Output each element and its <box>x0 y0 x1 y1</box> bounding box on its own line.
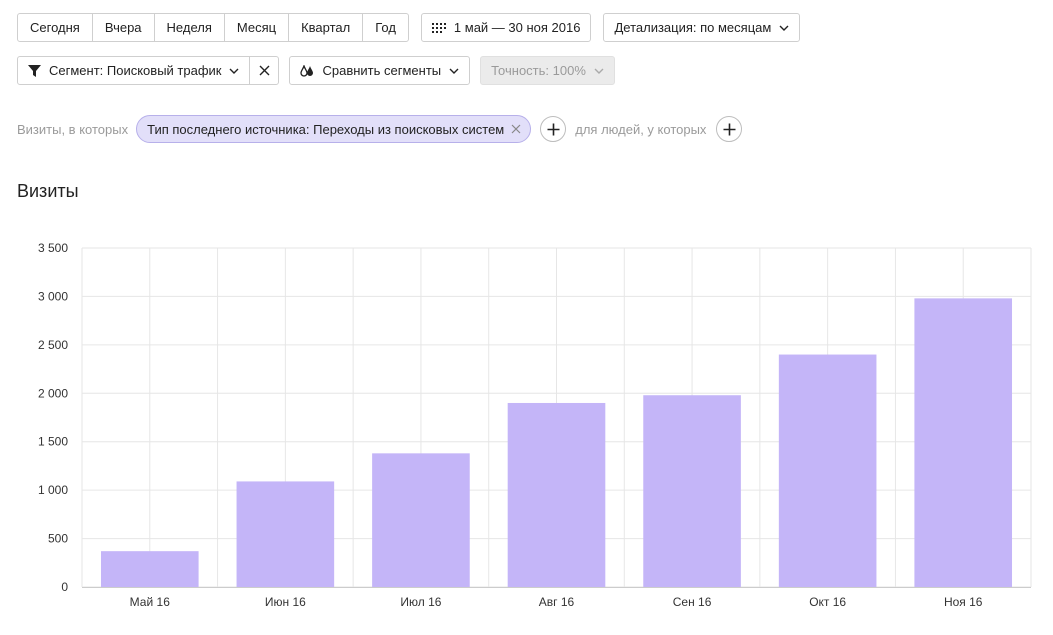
bar-Сен 16[interactable] <box>643 395 741 587</box>
y-tick-label: 2 000 <box>38 386 68 400</box>
x-tick-label: Июн 16 <box>265 595 306 609</box>
filter-row: Визиты, в которых Тип последнего источни… <box>17 115 743 143</box>
x-tick-label: Сен 16 <box>673 595 712 609</box>
filter-icon <box>28 64 41 77</box>
y-tick-label: 3 000 <box>38 289 68 303</box>
close-icon[interactable] <box>510 123 522 135</box>
toolbar-row-period: Сегодня Вчера Неделя Месяц Квартал Год 1… <box>17 13 801 42</box>
visits-bar-chart: 0 500 1 000 1 500 2 000 2 500 3 000 3 500 Май 16… <box>38 241 1032 609</box>
y-tick-label: 1 500 <box>38 435 68 449</box>
add-visit-condition-button[interactable] <box>540 116 567 142</box>
filter-chip-label: Тип последнего источника: Переходы из по… <box>147 121 505 137</box>
filter-prefix-label: Визиты, в которых <box>17 121 129 137</box>
bar-Июл 16[interactable] <box>372 453 470 587</box>
chevron-down-icon <box>594 68 604 74</box>
compare-segments-label: Сравнить сегменты <box>322 63 442 78</box>
x-tick-label: Май 16 <box>130 595 171 609</box>
date-range-label: 1 май — 30 ноя 2016 <box>453 20 581 35</box>
detail-dropdown[interactable]: Детализация: по месяцам <box>603 13 801 42</box>
y-tick-label: 0 <box>61 580 68 594</box>
drops-icon <box>300 64 314 77</box>
x-tick-label: Окт 16 <box>809 595 846 609</box>
segment-control: Сегмент: Поисковый трафик <box>17 56 280 85</box>
chart-title: Визиты <box>17 181 79 201</box>
y-tick-label: 1 000 <box>38 483 68 497</box>
accuracy-dropdown: Точность: 100% <box>480 56 615 85</box>
chevron-down-icon <box>779 25 789 31</box>
y-tick-label: 500 <box>48 532 68 546</box>
period-year-button[interactable]: Год <box>375 20 396 35</box>
bar-Авг 16[interactable] <box>507 402 606 587</box>
period-today-button[interactable]: Сегодня <box>18 14 93 41</box>
y-tick-label: 2 500 <box>38 338 68 352</box>
period-week-button[interactable]: Неделя <box>155 14 225 41</box>
segment-clear-button[interactable] <box>250 57 278 84</box>
chevron-down-icon <box>229 68 239 74</box>
accuracy-label: Точность: 100% <box>491 63 586 78</box>
bar-Май 16[interactable] <box>100 551 199 587</box>
y-tick-label: 3 500 <box>38 241 68 255</box>
x-tick-label: Июл 16 <box>400 595 441 609</box>
period-month-button[interactable]: Месяц <box>225 14 290 41</box>
period-quarter-button[interactable]: Квартал <box>289 14 364 41</box>
toolbar-row-segment: Сегмент: Поисковый трафик Сравнить сегме… <box>17 56 615 85</box>
add-people-condition-button[interactable] <box>716 116 743 142</box>
bar-Ноя 16[interactable] <box>914 298 1013 587</box>
x-tick-label: Авг 16 <box>539 595 575 609</box>
plus-icon <box>723 123 736 135</box>
bar-Окт 16[interactable] <box>778 354 877 587</box>
period-buttons: Сегодня Вчера Неделя Месяц Квартал Год <box>17 13 409 42</box>
x-tick-label: Ноя 16 <box>944 595 983 609</box>
close-icon <box>259 65 270 76</box>
chevron-down-icon <box>449 68 459 74</box>
calendar-grid-icon <box>431 22 446 33</box>
bar-Июн 16[interactable] <box>236 481 335 587</box>
filter-chip[interactable]: Тип последнего источника: Переходы из по… <box>136 115 532 143</box>
date-range-button[interactable]: 1 май — 30 ноя 2016 <box>420 13 592 42</box>
segment-label: Сегмент: Поисковый трафик <box>49 63 222 78</box>
compare-segments-dropdown[interactable]: Сравнить сегменты <box>289 56 471 85</box>
detail-label: Детализация: по месяцам <box>614 20 772 35</box>
plus-icon <box>547 123 560 135</box>
people-condition-label: для людей, у которых <box>575 121 707 137</box>
segment-dropdown[interactable]: Сегмент: Поисковый трафик <box>18 57 251 84</box>
period-yesterday-button[interactable]: Вчера <box>93 14 155 41</box>
